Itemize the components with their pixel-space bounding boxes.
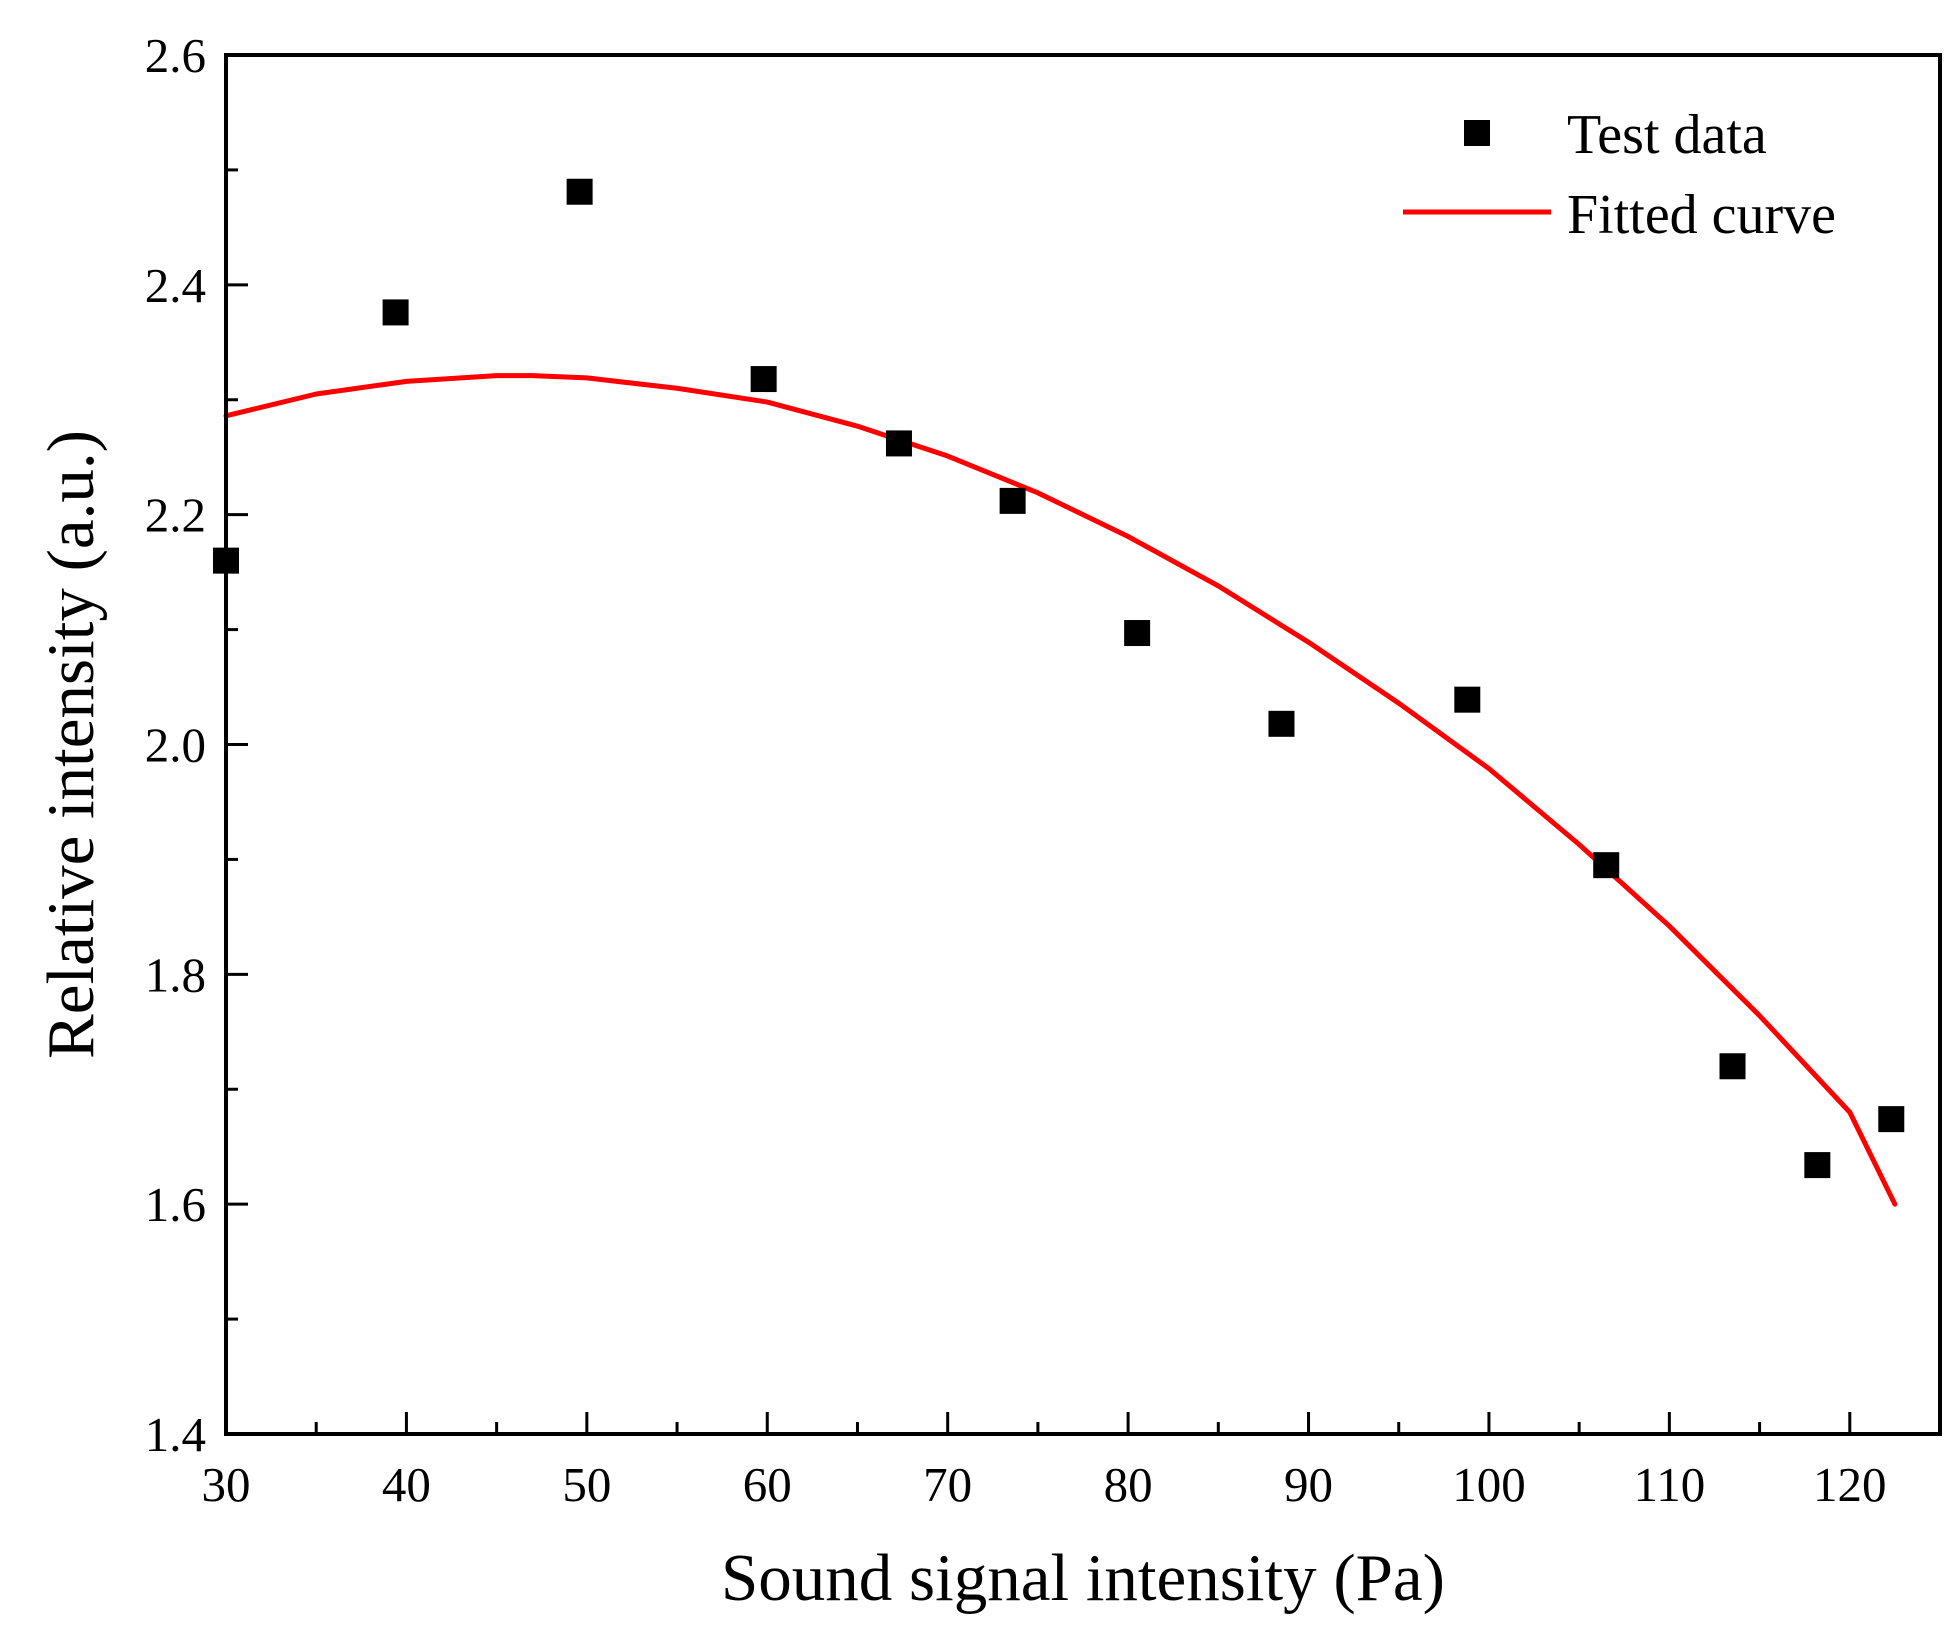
- axis-tick-labels: 30 40 50 60 70 80 90 100 110 120 1.4 1.6 1.8 2.0 2.2 2.…: [145, 28, 1887, 1512]
- x-axis-title: Sound signal intensity (Pa): [721, 1541, 1445, 1615]
- test-data-point: [885, 430, 912, 457]
- legend-label-test-data: Test data: [1567, 104, 1767, 166]
- x-tick-label: 50: [562, 1457, 611, 1512]
- test-data-point: [566, 178, 593, 205]
- y-tick-label: 1.6: [145, 1177, 206, 1232]
- y-tick-label: 2.2: [145, 488, 206, 543]
- x-tick-label: 30: [202, 1457, 251, 1512]
- y-tick-label: 1.8: [145, 947, 206, 1002]
- legend-label-fitted-curve: Fitted curve: [1567, 184, 1836, 246]
- test-data-point: [750, 366, 777, 393]
- x-tick-label: 110: [1634, 1457, 1706, 1512]
- test-data-point: [1719, 1053, 1746, 1080]
- test-data-point: [1878, 1106, 1905, 1133]
- legend-marker-test-data: [1464, 120, 1490, 146]
- test-data-point: [1804, 1152, 1831, 1179]
- test-data-point: [1124, 620, 1151, 647]
- legend: Test data Fitted curve: [1403, 104, 1836, 246]
- x-tick-label: 60: [743, 1457, 792, 1512]
- x-tick-label: 70: [923, 1457, 972, 1512]
- x-tick-label: 120: [1813, 1457, 1887, 1512]
- test-data-point: [382, 299, 409, 326]
- x-tick-label: 80: [1104, 1457, 1153, 1512]
- test-data-point: [999, 487, 1026, 514]
- fitted-curve-line: [223, 373, 1898, 1207]
- y-axis-title: Relative intensity (a.u.): [34, 430, 108, 1059]
- test-data-point: [1454, 686, 1481, 713]
- y-tick-label: 2.0: [145, 718, 206, 773]
- y-tick-label: 1.4: [145, 1407, 206, 1462]
- test-data-point: [1268, 710, 1295, 737]
- y-tick-label: 2.6: [145, 28, 206, 83]
- plot-frame: [224, 53, 1942, 1436]
- test-data-point: [1593, 852, 1620, 879]
- x-tick-label: 40: [382, 1457, 431, 1512]
- plot-series: [213, 178, 1905, 1207]
- x-tick-label: 90: [1284, 1457, 1333, 1512]
- axis-ticks: [224, 53, 1942, 1436]
- x-tick-label: 100: [1452, 1457, 1526, 1512]
- y-tick-label: 2.4: [145, 258, 206, 313]
